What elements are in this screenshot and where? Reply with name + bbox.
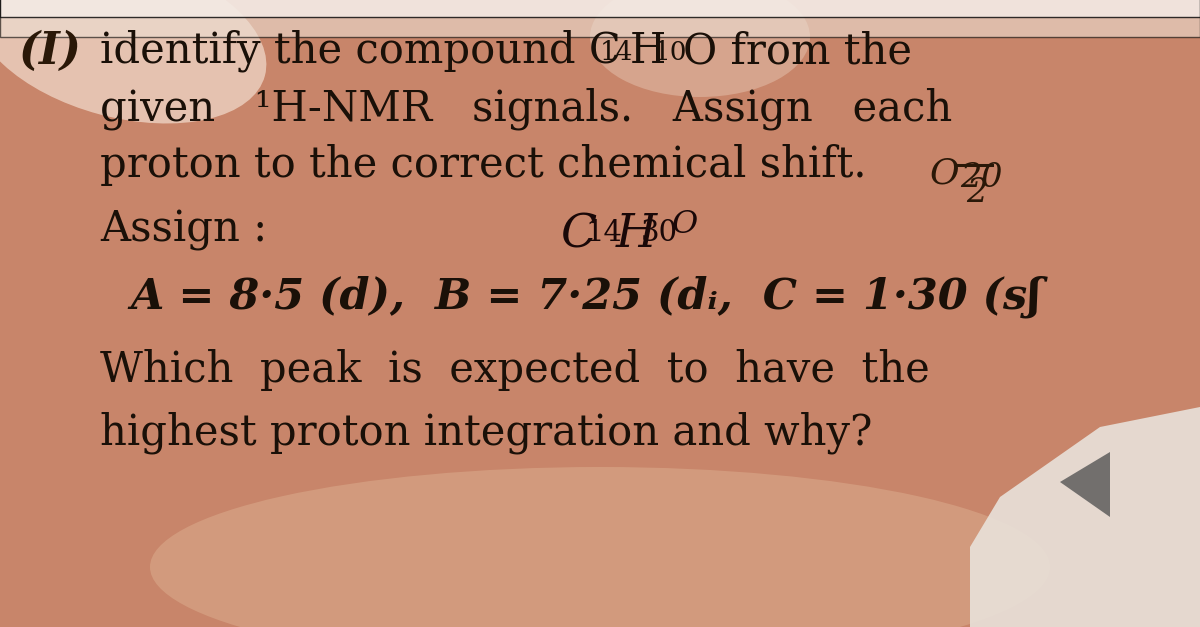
Text: 30: 30 xyxy=(641,219,678,247)
Text: O from the: O from the xyxy=(683,30,912,72)
Text: H: H xyxy=(630,30,666,72)
Ellipse shape xyxy=(0,0,266,124)
Text: 14: 14 xyxy=(600,40,634,65)
Text: 2: 2 xyxy=(966,177,988,209)
Text: 10: 10 xyxy=(654,40,688,65)
Text: O: O xyxy=(930,157,960,191)
FancyBboxPatch shape xyxy=(0,0,1200,17)
Text: 20: 20 xyxy=(960,162,1002,194)
Text: Assign :: Assign : xyxy=(100,209,268,251)
Ellipse shape xyxy=(150,467,1050,627)
Polygon shape xyxy=(1060,452,1110,517)
Text: C: C xyxy=(560,212,596,257)
Text: identify the compound C: identify the compound C xyxy=(100,30,620,73)
Ellipse shape xyxy=(590,0,810,97)
Polygon shape xyxy=(970,407,1200,627)
Text: A = 8·5 (d),  B = 7·25 (dᵢ,  C = 1·30 (sʃ: A = 8·5 (d), B = 7·25 (dᵢ, C = 1·30 (sʃ xyxy=(130,275,1042,317)
Text: given   ¹H-NMR   signals.   Assign   each: given ¹H-NMR signals. Assign each xyxy=(100,87,953,130)
Text: O: O xyxy=(672,209,698,240)
Text: H: H xyxy=(616,212,658,257)
Text: proton to the correct chemical shift.: proton to the correct chemical shift. xyxy=(100,144,866,186)
Text: highest proton integration and why?: highest proton integration and why? xyxy=(100,412,872,455)
Text: (I): (I) xyxy=(18,30,80,73)
Text: Which  peak  is  expected  to  have  the: Which peak is expected to have the xyxy=(100,349,930,391)
Text: 14: 14 xyxy=(586,219,622,247)
FancyBboxPatch shape xyxy=(0,0,1200,37)
